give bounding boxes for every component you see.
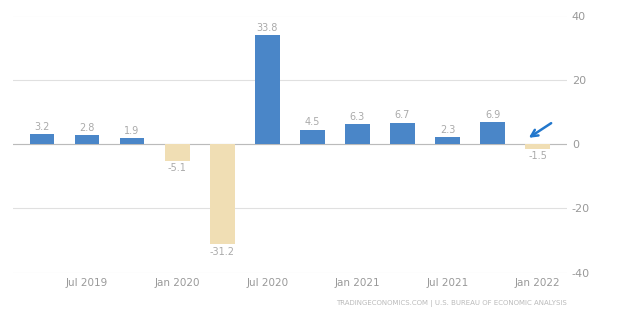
Text: 6.7: 6.7 — [395, 110, 410, 120]
Bar — [480, 122, 505, 144]
Text: 2.3: 2.3 — [440, 125, 455, 135]
Text: -5.1: -5.1 — [168, 163, 186, 173]
Bar — [74, 135, 100, 144]
Bar — [164, 144, 190, 161]
Text: 6.3: 6.3 — [350, 112, 365, 122]
Bar — [210, 144, 234, 245]
Bar — [345, 124, 370, 144]
Text: 4.5: 4.5 — [305, 117, 320, 127]
Text: 2.8: 2.8 — [79, 123, 94, 133]
Text: 3.2: 3.2 — [34, 122, 50, 132]
Bar — [390, 122, 415, 144]
Text: TRADINGECONOMICS.COM | U.S. BUREAU OF ECONOMIC ANALYSIS: TRADINGECONOMICS.COM | U.S. BUREAU OF EC… — [336, 300, 567, 307]
Text: 1.9: 1.9 — [124, 126, 140, 136]
Text: -31.2: -31.2 — [210, 247, 235, 257]
Bar — [120, 138, 144, 144]
Text: 6.9: 6.9 — [485, 110, 500, 120]
Bar — [435, 137, 460, 144]
Bar — [255, 35, 280, 144]
Text: 33.8: 33.8 — [256, 23, 278, 33]
Bar — [525, 144, 550, 149]
Bar — [30, 134, 54, 144]
Bar — [300, 130, 324, 144]
Text: -1.5: -1.5 — [529, 151, 547, 161]
